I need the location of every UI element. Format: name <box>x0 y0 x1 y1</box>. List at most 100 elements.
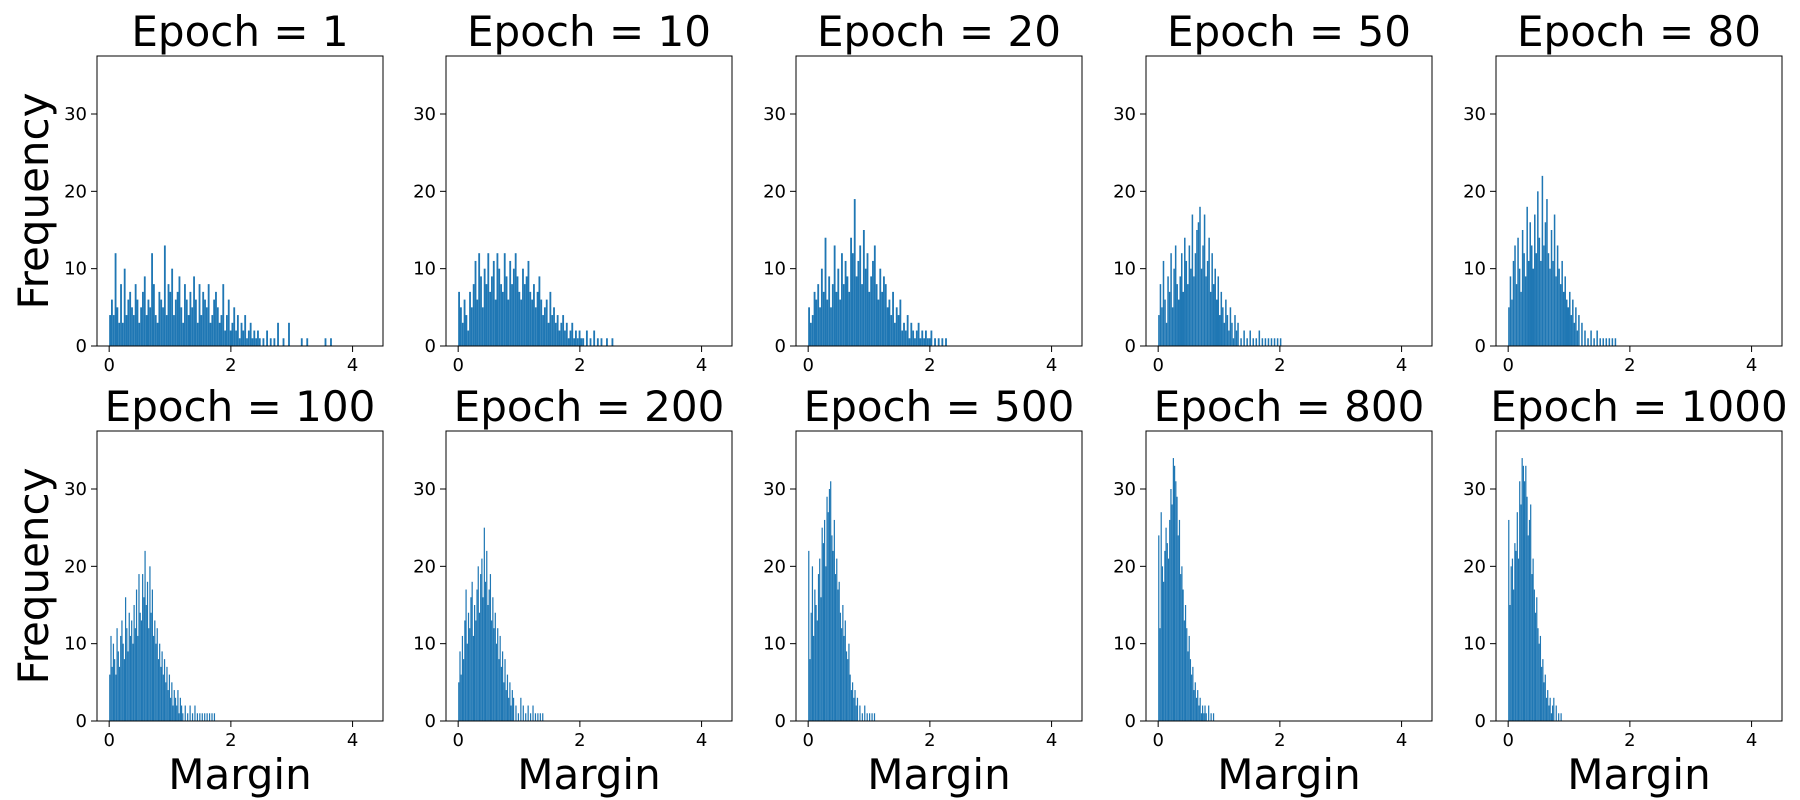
histogram-bar <box>1194 253 1197 346</box>
histogram-bar <box>478 253 481 346</box>
histogram-bar <box>851 253 854 346</box>
histogram-bar <box>828 489 831 721</box>
histogram-bar <box>485 284 488 346</box>
histogram-bar <box>1532 268 1535 346</box>
histogram-bar <box>205 307 208 346</box>
histogram-bar <box>1186 628 1188 721</box>
histogram-bar <box>466 643 468 721</box>
histogram-bar <box>564 330 566 346</box>
histogram-bar <box>117 651 119 721</box>
histogram-bar <box>859 705 861 721</box>
histogram-bar <box>815 605 817 721</box>
histogram-bar <box>140 307 143 346</box>
histogram-bar <box>149 566 151 721</box>
histogram-bar <box>1550 713 1552 721</box>
y-tick-label: 10 <box>413 259 436 280</box>
histogram-bar <box>142 574 144 721</box>
histogram-bar <box>1573 322 1576 346</box>
histogram-bar <box>817 284 820 346</box>
histogram-bar <box>1182 589 1184 721</box>
y-tick-label: 0 <box>775 711 786 732</box>
histogram-bar <box>258 338 261 346</box>
histogram-bar <box>185 299 188 346</box>
histogram-bar <box>1179 276 1181 346</box>
histogram-bar <box>1581 322 1583 346</box>
histogram-bar <box>1189 659 1192 721</box>
histogram-bar <box>144 550 146 721</box>
histogram-bar <box>529 291 532 346</box>
histogram-bar <box>324 338 327 346</box>
y-tick-label: 10 <box>64 634 87 655</box>
histogram-bar <box>1204 705 1206 721</box>
histogram-bar <box>1549 268 1551 346</box>
histogram-bar <box>1528 519 1531 721</box>
histogram-bar <box>1515 284 1518 346</box>
histogram-bar <box>571 322 574 346</box>
histogram-bar <box>184 284 186 346</box>
histogram-bar <box>813 635 815 721</box>
histogram-bar <box>152 284 155 346</box>
histogram-bar <box>158 291 161 346</box>
histogram-bar <box>1529 222 1531 346</box>
histogram-bar <box>1168 291 1171 346</box>
histogram-bar <box>510 705 512 721</box>
histogram-bar <box>1264 338 1267 346</box>
histogram-bar <box>132 315 135 346</box>
histogram-bar <box>527 705 529 721</box>
x-tick-label: 4 <box>1746 355 1757 376</box>
histogram-bar <box>575 330 577 346</box>
histogram-bar <box>1550 230 1553 346</box>
histogram-bar <box>201 713 203 721</box>
histogram-bar <box>206 713 208 721</box>
axes-frame <box>96 430 384 722</box>
histogram-bar <box>565 322 568 346</box>
histogram-bar <box>883 276 885 346</box>
x-tick-label: 2 <box>574 730 585 751</box>
histogram-bar <box>866 253 869 346</box>
histogram-bar <box>914 338 916 346</box>
subplot-title: Epoch = 100 <box>105 382 376 431</box>
histogram-bar <box>1545 697 1548 721</box>
histogram-bar <box>1217 276 1220 346</box>
histogram-bar <box>1614 338 1617 346</box>
bars <box>458 527 544 721</box>
histogram-bar <box>459 651 461 721</box>
histogram-bar <box>529 713 532 721</box>
histogram-bar <box>1547 253 1550 346</box>
histogram-bar <box>508 697 510 721</box>
axes-frame <box>445 430 733 722</box>
histogram-bar <box>238 338 241 346</box>
histogram-bar <box>282 338 285 346</box>
histogram-bar <box>872 260 874 346</box>
histogram-bar <box>191 713 194 721</box>
histogram-bar <box>1178 519 1181 721</box>
histogram-bar <box>288 322 290 346</box>
histogram-bar <box>558 330 561 346</box>
histogram-bar <box>257 330 259 346</box>
histogram-bar <box>567 338 570 346</box>
histogram-bar <box>249 322 252 346</box>
histogram-bar <box>838 581 840 721</box>
histogram-bar <box>151 589 153 721</box>
histogram-bar <box>266 330 268 346</box>
histogram-bar <box>253 330 256 346</box>
histogram-bar <box>520 299 523 346</box>
histogram-bar <box>1235 330 1238 346</box>
histogram-bar <box>1521 230 1524 346</box>
histogram-bar <box>1548 705 1550 721</box>
histogram-bar <box>244 315 247 346</box>
histogram-bar <box>886 307 889 346</box>
histogram-bar <box>560 322 563 346</box>
histogram-bar <box>1203 214 1206 346</box>
histogram-bar <box>1177 299 1180 346</box>
histogram-bar <box>1534 612 1537 721</box>
x-tick-label: 4 <box>696 355 707 376</box>
histogram-bar <box>458 682 460 721</box>
x-tick-label: 0 <box>452 355 463 376</box>
bars <box>109 245 332 346</box>
bars <box>808 199 947 346</box>
histogram-bar <box>864 705 866 721</box>
histogram-bar <box>111 666 113 721</box>
y-axis-label: Frequency <box>9 468 58 685</box>
histogram-bar <box>866 713 868 721</box>
